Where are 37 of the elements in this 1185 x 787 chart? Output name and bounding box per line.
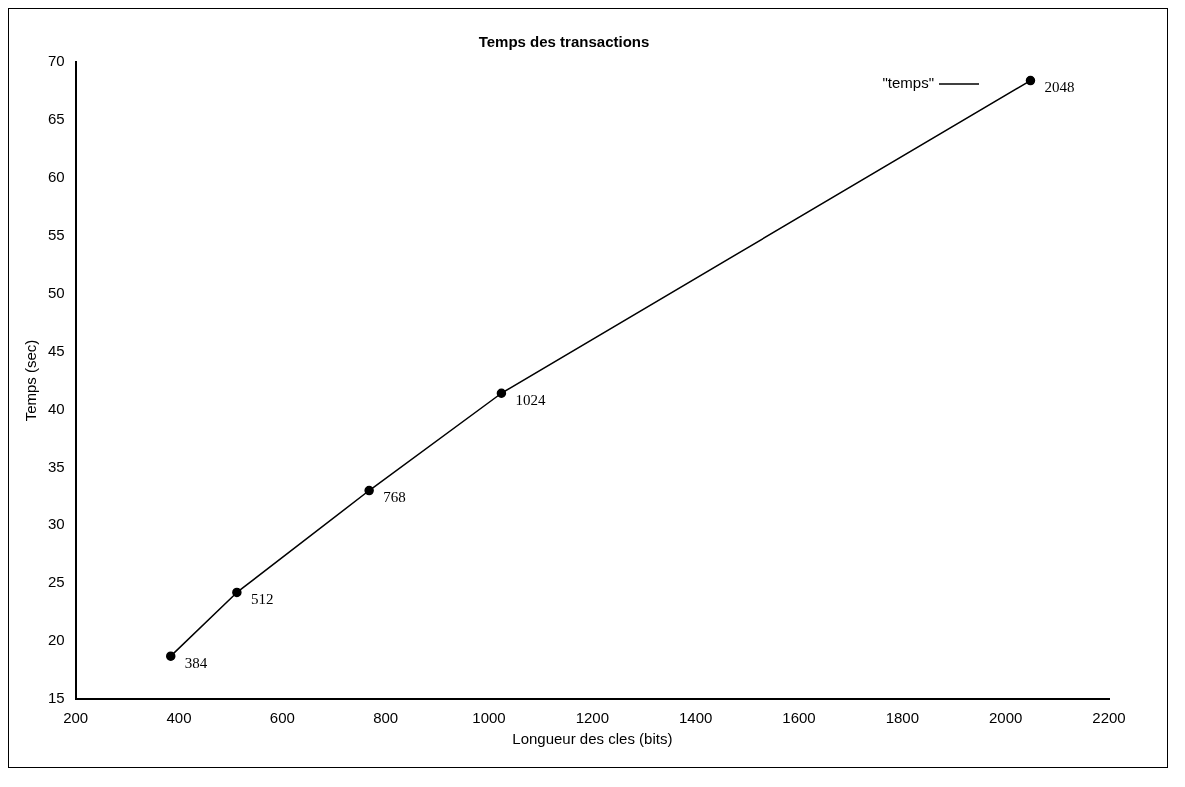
y-tick-label: 60 xyxy=(48,167,65,185)
point xyxy=(1025,75,1036,86)
x-tick-label: 600 xyxy=(269,709,295,727)
x-tick-label: 1400 xyxy=(678,709,713,727)
y-tick-label: 25 xyxy=(48,573,65,591)
x-tick-label: 400 xyxy=(166,709,192,727)
y-tick-label: 55 xyxy=(48,225,65,243)
x-axis-title: Longueur des cles (bits) xyxy=(512,730,673,748)
annotation: 2048 xyxy=(1044,79,1075,96)
point xyxy=(166,651,176,661)
x-tick-label: 800 xyxy=(373,709,399,727)
y-tick-label: 30 xyxy=(48,515,65,533)
x-tick-label: 1000 xyxy=(472,709,506,727)
y-tick-label: 40 xyxy=(48,399,65,417)
point xyxy=(232,587,242,598)
annotation: 512 xyxy=(250,591,274,608)
y-tick-label: 45 xyxy=(48,341,65,359)
x-tick-label: 2000 xyxy=(988,709,1023,727)
y-tick-label: 65 xyxy=(48,110,65,128)
y-tick-label: 70 xyxy=(48,52,65,70)
x-tick-label: 200 xyxy=(63,709,89,727)
x-tick-label: 1800 xyxy=(885,709,920,727)
point xyxy=(364,485,374,496)
y-tick-label: 50 xyxy=(48,283,65,301)
x-tick-label: 2200 xyxy=(1092,709,1126,727)
y-tick-label: 20 xyxy=(48,631,65,649)
legend-label: "temps" xyxy=(882,74,934,92)
y-tick-label: 35 xyxy=(48,457,65,475)
chart-title: Temps des transactions xyxy=(478,33,650,51)
x-tick-label: 1200 xyxy=(575,709,610,727)
y-tick-label: 15 xyxy=(48,689,65,707)
y-axis-title: Temps (sec) xyxy=(22,339,40,422)
point xyxy=(496,388,507,398)
annotation: 1024 xyxy=(515,392,546,409)
annotation: 768 xyxy=(383,489,406,506)
x-tick-label: 1600 xyxy=(782,709,816,727)
annotation: 384 xyxy=(184,655,208,672)
